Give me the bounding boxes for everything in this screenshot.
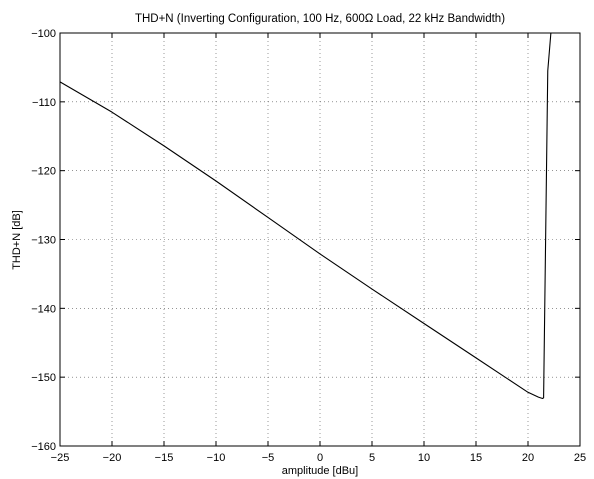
y-tick-label: −150 [31,372,56,384]
x-tick-label: 10 [418,452,430,464]
series-group [59,32,552,400]
x-tick-labels: −25 −20 −15 −10 −5 0 5 10 15 20 25 [51,452,586,464]
y-tick-label: −120 [31,166,56,178]
y-tick-labels: −160 −150 −140 −130 −120 −110 −100 [31,28,56,453]
x-tick-label: 5 [369,452,375,464]
y-tick-label: −110 [32,97,56,109]
y-tick-label: −100 [31,28,56,40]
x-tick-label: 25 [574,452,586,464]
x-tick-label: −25 [51,452,70,464]
x-tick-label: −20 [103,452,122,464]
x-axis-label: amplitude [dBu] [282,465,358,477]
grid-lines [60,33,580,446]
x-tick-label: 15 [470,452,482,464]
axis-ticks [59,32,581,447]
x-tick-label: −15 [155,452,174,464]
y-axis-label: THD+N [dB] [11,210,23,270]
x-tick-label: −5 [262,452,275,464]
x-tick-label: 0 [317,452,323,464]
y-tick-label: −160 [31,441,56,453]
x-tick-label: 20 [522,452,534,464]
y-tick-label: −130 [31,235,56,247]
series-line [59,32,552,400]
y-tick-label: −140 [31,303,56,315]
x-tick-label: −10 [207,452,226,464]
chart-title: THD+N (Inverting Configuration, 100 Hz, … [135,13,505,25]
